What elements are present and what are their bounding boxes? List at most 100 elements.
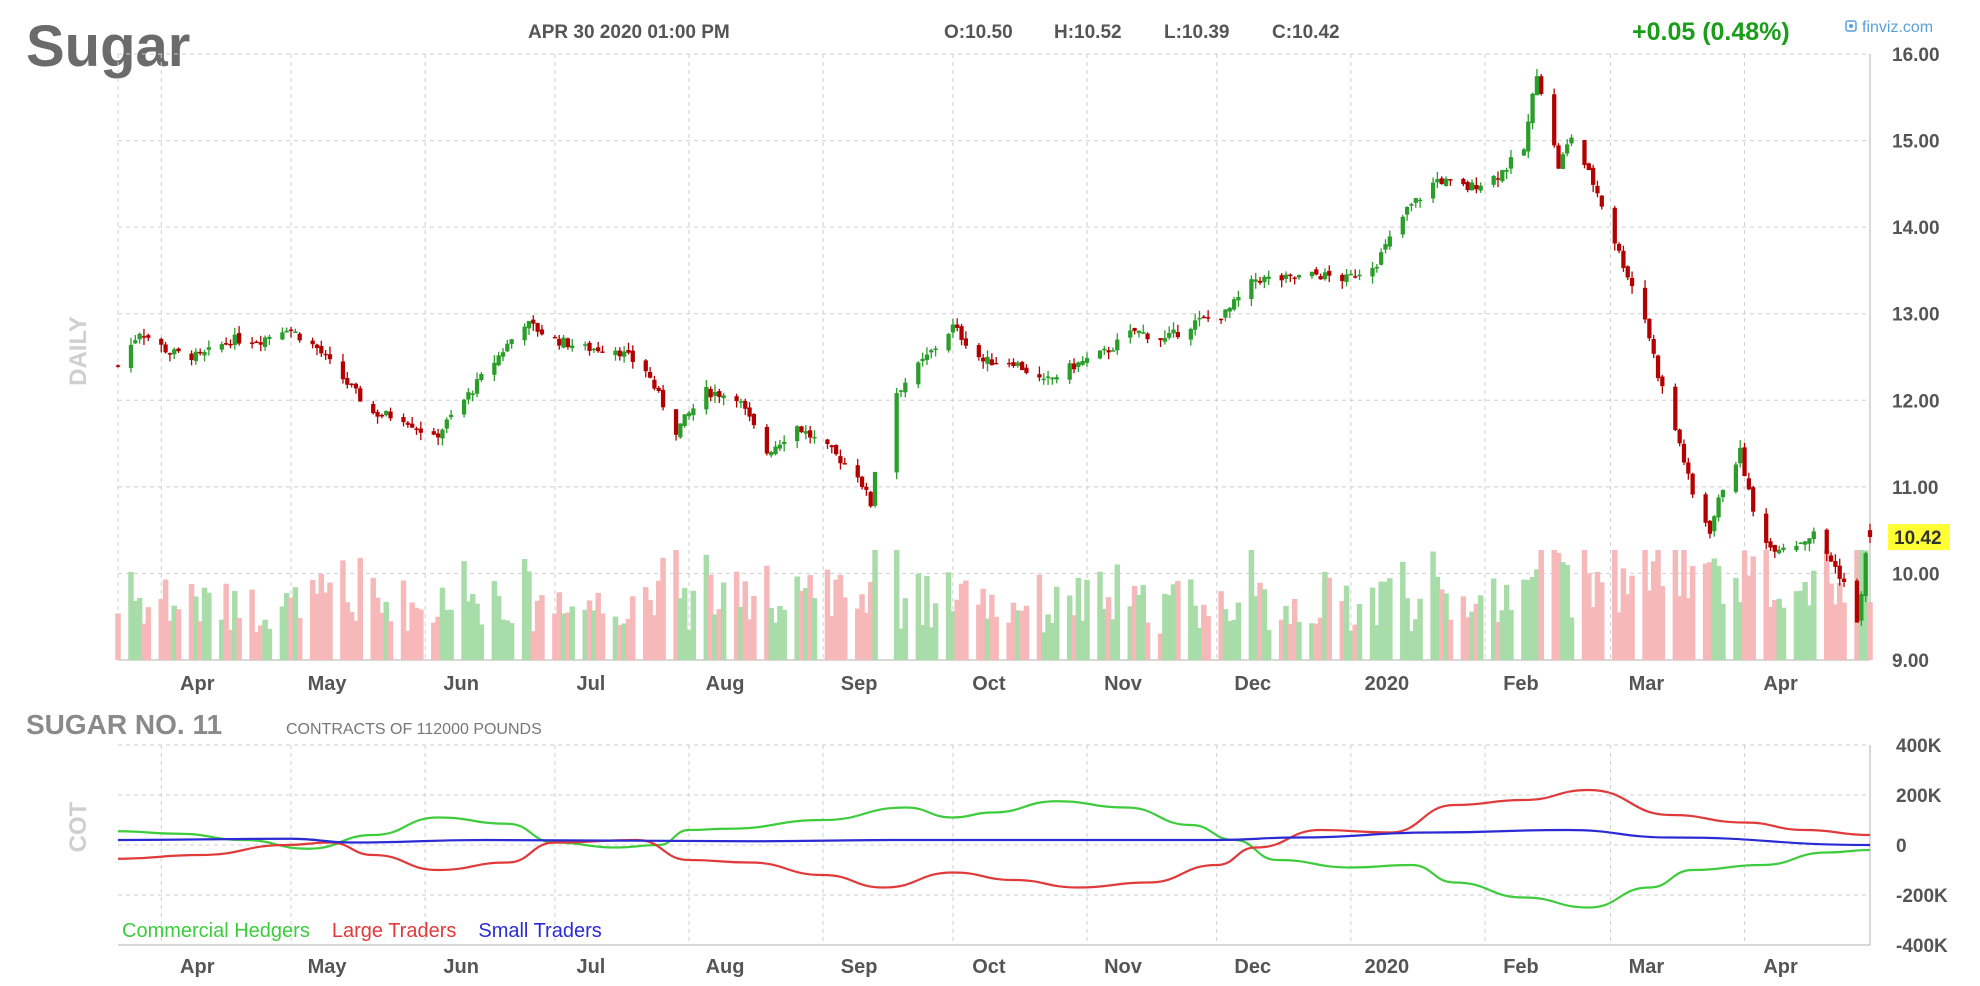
volume-bar xyxy=(1322,571,1328,660)
volume-bar xyxy=(703,554,710,660)
volume-bar xyxy=(707,574,714,660)
candle-body xyxy=(678,423,683,438)
volume-bar xyxy=(1737,602,1743,660)
candle-body xyxy=(985,356,990,364)
candle-body xyxy=(228,343,233,346)
volume-bar xyxy=(1049,623,1056,660)
volume-bar xyxy=(1287,623,1294,660)
volume-bar xyxy=(374,597,381,660)
candle-body xyxy=(1011,362,1016,367)
volume-bar xyxy=(1278,619,1285,660)
cot-month-label: Feb xyxy=(1503,956,1539,978)
candle-body xyxy=(1521,149,1527,156)
volume-bar xyxy=(1824,550,1830,660)
brand-link[interactable]: finviz.com xyxy=(1862,19,1933,36)
candle-body xyxy=(535,323,540,332)
volume-bar xyxy=(1248,550,1255,660)
legend-entry: Large Traders xyxy=(332,920,457,942)
volume-bar xyxy=(1685,598,1692,660)
volume-bar xyxy=(712,614,718,660)
volume-bar xyxy=(539,595,545,660)
volume-bar xyxy=(733,571,740,660)
volume-bar xyxy=(1352,624,1358,660)
volume-bar xyxy=(296,617,303,660)
change-value: +0.05 (0.48%) xyxy=(1632,18,1790,46)
candle-body xyxy=(522,326,527,341)
candle-body xyxy=(137,333,142,340)
volume-bar xyxy=(1430,551,1436,660)
candle-body xyxy=(500,352,506,357)
candle-body xyxy=(1677,429,1682,444)
volume-bar xyxy=(383,601,389,660)
candle-body xyxy=(929,350,934,353)
cot-grid xyxy=(118,744,1871,946)
volume-bar xyxy=(1348,630,1354,660)
volume-bar xyxy=(569,606,575,660)
candle-body xyxy=(496,355,501,366)
volume-bar xyxy=(1473,603,1480,660)
cot-title: SUGAR NO. 11 xyxy=(26,709,222,740)
volume-bar xyxy=(418,609,424,660)
candle-body xyxy=(751,414,757,426)
volume-bar xyxy=(1140,584,1146,660)
candle-body xyxy=(691,408,696,416)
volume-bar xyxy=(1188,579,1194,660)
volume-bar xyxy=(1460,596,1467,660)
volume-bar xyxy=(1599,582,1605,660)
volume-bar xyxy=(824,569,831,660)
candle-body xyxy=(1171,329,1176,334)
volume-bar xyxy=(1469,611,1475,660)
candle-body xyxy=(933,348,938,351)
candle-body xyxy=(1045,376,1051,379)
volume-bar xyxy=(1413,619,1419,660)
candle-body xyxy=(1465,182,1470,191)
candle-body xyxy=(1833,560,1838,567)
volume-bar xyxy=(552,613,558,660)
volume-bar xyxy=(1841,602,1847,660)
volume-bar xyxy=(1746,575,1752,660)
volume-bar xyxy=(1283,605,1289,660)
candle-body xyxy=(1158,338,1163,341)
volume-bar xyxy=(188,584,195,660)
volume-bar xyxy=(1715,565,1722,660)
volume-bar xyxy=(400,580,407,660)
volume-bar xyxy=(1828,583,1834,660)
volume-bar xyxy=(1408,631,1415,660)
candle-body xyxy=(686,412,692,417)
volume-bar xyxy=(1071,615,1077,660)
volume-bar xyxy=(1231,619,1237,660)
candle-body xyxy=(1404,206,1410,215)
cot-legend: Commercial Hedgers Large Traders Small Tra… xyxy=(122,920,602,942)
volume-bar xyxy=(595,592,601,660)
candle-body xyxy=(591,348,596,351)
volume-bar xyxy=(474,603,480,660)
candle-body xyxy=(224,343,229,345)
volume-bar xyxy=(1529,576,1536,660)
finviz-logo-icon[interactable] xyxy=(1845,20,1857,32)
candle-body xyxy=(1764,513,1769,543)
candle-body xyxy=(1430,182,1436,199)
cot-month-label: Apr xyxy=(1763,956,1798,978)
candle-body xyxy=(193,351,198,361)
volume-bar xyxy=(599,613,606,660)
candle-body xyxy=(803,431,808,434)
cot-month-label: Apr xyxy=(180,956,215,978)
candle-body xyxy=(613,350,618,356)
cot-x-axis: Apr May Jun Jul Aug Sep Oct Nov Dec 2020 Feb Mar Apr xyxy=(180,956,1798,978)
volume-bar xyxy=(1625,594,1631,660)
volume-bar xyxy=(954,599,960,660)
volume-bar xyxy=(1252,596,1259,660)
candle-body xyxy=(1374,266,1379,269)
volume-bar xyxy=(686,629,692,660)
volume-bar xyxy=(340,560,346,660)
volume-bar xyxy=(1564,564,1570,660)
volume-bar xyxy=(288,597,294,660)
price-month-label: Jun xyxy=(443,673,479,695)
volume-bar xyxy=(976,604,982,660)
volume-bar xyxy=(1019,610,1025,660)
candle-body xyxy=(825,439,830,445)
candle-body xyxy=(1443,178,1449,187)
candle-body xyxy=(176,348,181,352)
volume-bar xyxy=(1676,596,1683,660)
cot-month-label: Nov xyxy=(1104,956,1143,978)
